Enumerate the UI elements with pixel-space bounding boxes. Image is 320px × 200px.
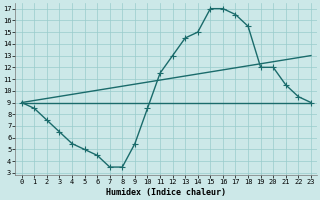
- X-axis label: Humidex (Indice chaleur): Humidex (Indice chaleur): [106, 188, 226, 197]
